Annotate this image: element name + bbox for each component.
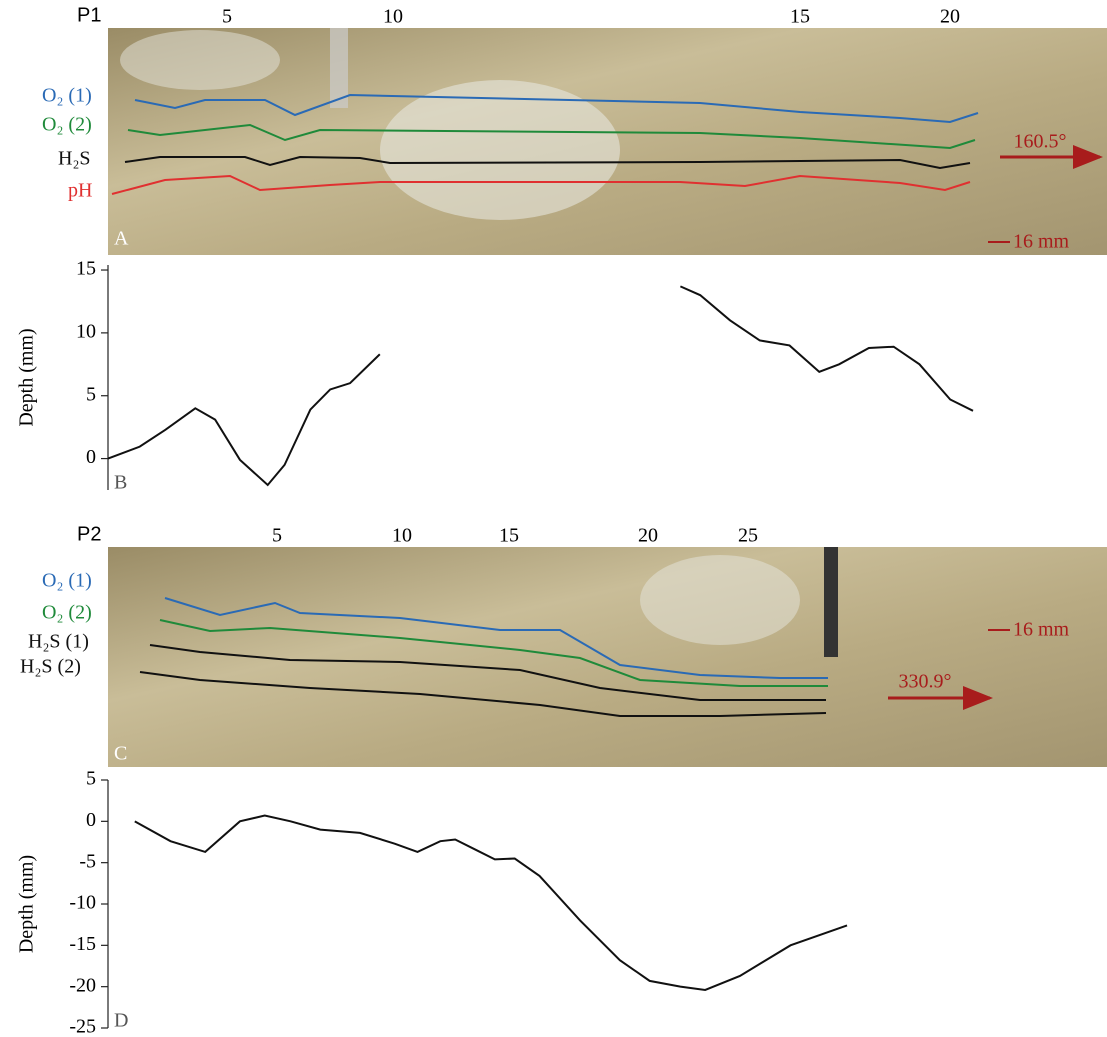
station-label: 10: [383, 6, 403, 28]
station-label: 20: [638, 525, 658, 547]
y-tick-label: 0: [86, 809, 96, 831]
bearing-label: 330.9°: [899, 671, 952, 693]
panel-letter: B: [114, 472, 127, 494]
photo-c: [108, 547, 1107, 767]
trace-label: O₂ (2): [42, 602, 92, 624]
y-tick-label: -5: [79, 850, 96, 872]
scale-label: 16 mm: [1013, 619, 1070, 641]
y-axis-label: Depth (mm): [16, 328, 38, 426]
y-tick-label: 15: [76, 258, 96, 280]
trace-label: H₂S (1): [28, 631, 89, 653]
trace-label: O₂ (1): [42, 85, 92, 107]
trace-label: O₂ (1): [42, 570, 92, 592]
scale-label: 16 mm: [1013, 231, 1070, 253]
y-tick-label: 5: [86, 768, 96, 790]
bearing-label: 160.5°: [1014, 131, 1067, 153]
station-label: 25: [738, 525, 758, 547]
panel-letter: A: [114, 228, 129, 250]
station-label: 15: [790, 6, 810, 28]
profile-label: P1: [77, 4, 101, 26]
profile-label: P2: [77, 523, 101, 545]
trace-label: H₂S: [58, 148, 91, 170]
y-tick-label: -25: [69, 1016, 96, 1037]
y-tick-label: -10: [69, 892, 96, 914]
y-tick-label: 10: [76, 320, 96, 342]
station-label: 5: [272, 525, 282, 547]
y-tick-label: -15: [69, 933, 96, 955]
y-axis-label: Depth (mm): [16, 855, 38, 953]
y-tick-label: 5: [86, 383, 96, 405]
trace-label: H₂S (2): [20, 656, 81, 678]
y-tick-label: -20: [69, 974, 96, 996]
station-label: 10: [392, 525, 412, 547]
station-label: 20: [940, 6, 960, 28]
trace-label: O₂ (2): [42, 114, 92, 136]
panel-letter: D: [114, 1010, 128, 1032]
y-tick-label: 0: [86, 446, 96, 468]
station-label: 15: [499, 525, 519, 547]
panel-letter: C: [114, 743, 127, 765]
trace-label: pH: [68, 180, 92, 202]
station-label: 5: [222, 6, 232, 28]
photo-a: [108, 28, 1107, 255]
depth-line: [134, 814, 848, 991]
depth-line: [107, 285, 974, 487]
